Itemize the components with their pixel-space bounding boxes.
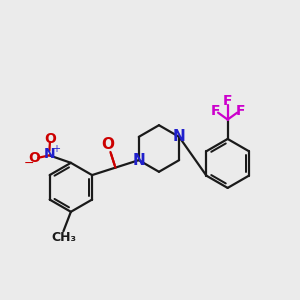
Text: F: F (236, 104, 245, 118)
Text: N: N (173, 129, 185, 144)
Text: N: N (44, 147, 55, 161)
Text: O: O (101, 136, 114, 152)
Text: O: O (28, 152, 40, 165)
Text: F: F (223, 94, 232, 108)
Text: O: O (44, 132, 56, 146)
Text: +: + (52, 144, 60, 154)
Text: −: − (23, 157, 34, 170)
Text: N: N (132, 153, 145, 168)
Text: CH₃: CH₃ (51, 231, 76, 244)
Text: F: F (210, 104, 220, 118)
